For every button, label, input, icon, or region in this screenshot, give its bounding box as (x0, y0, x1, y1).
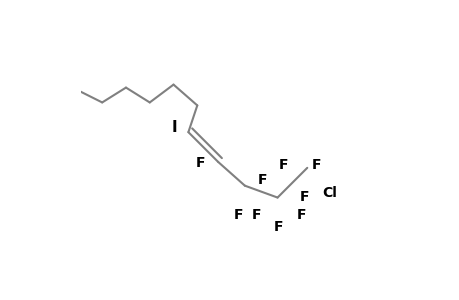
Text: Cl: Cl (321, 186, 336, 200)
Text: F: F (296, 208, 306, 222)
Text: F: F (311, 158, 320, 172)
Text: F: F (278, 158, 287, 172)
Text: F: F (273, 220, 283, 234)
Text: F: F (196, 156, 205, 170)
Text: F: F (299, 190, 308, 204)
Text: F: F (257, 173, 267, 187)
Text: F: F (233, 208, 242, 222)
Text: I: I (171, 120, 177, 135)
Text: F: F (251, 208, 260, 222)
